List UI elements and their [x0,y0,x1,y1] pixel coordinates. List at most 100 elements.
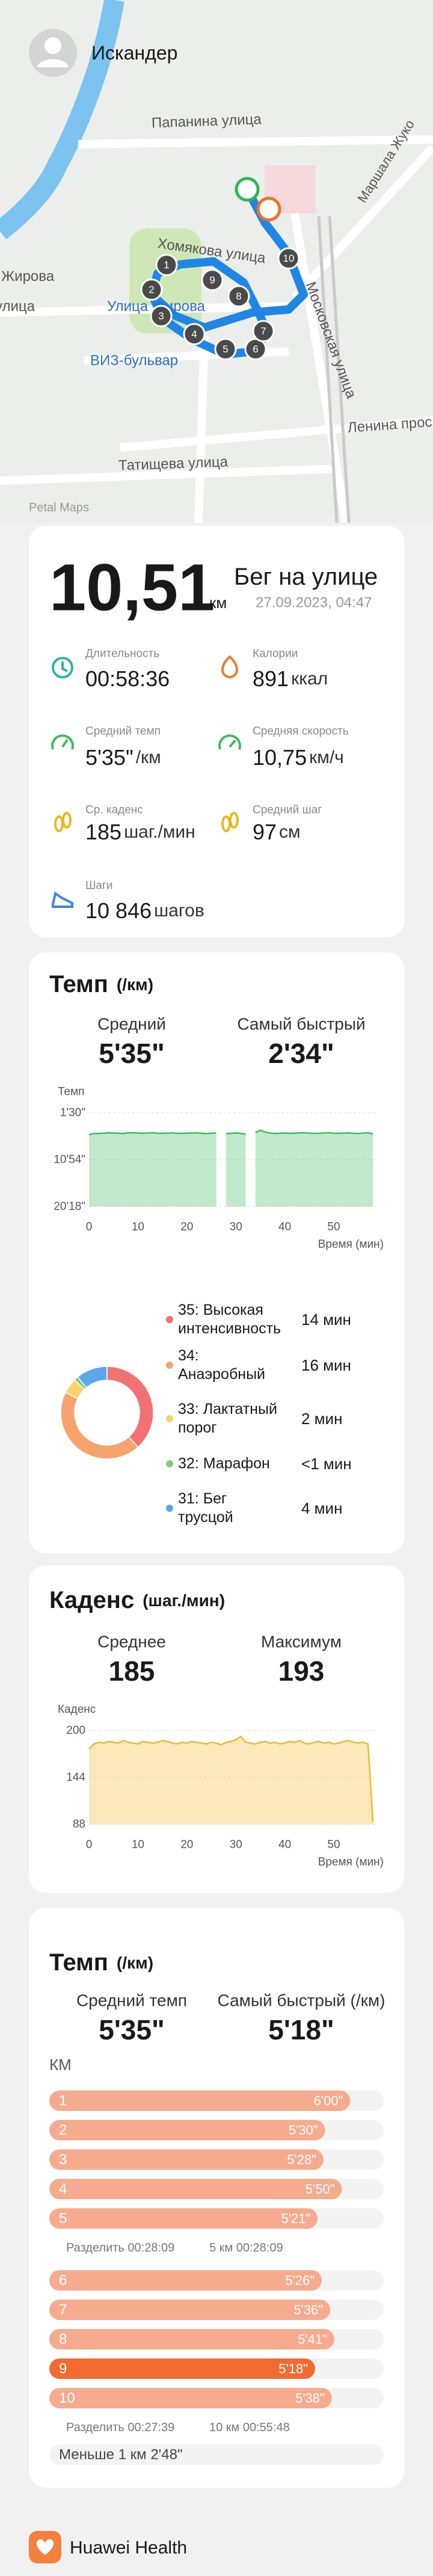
title-unit: (шаг./мин) [143,1591,225,1610]
pace-panel: Темп (/км) Средний 5'35" Самый быстрый 2'34"… [49,971,384,1517]
street-label: Жирова [1,269,55,285]
remainder-pill [49,2444,384,2465]
area-fill [89,1736,373,1824]
x-tick-label: 30 [230,1221,242,1234]
summary-label: Самый быстрый (/км) [218,1991,385,2010]
unit: ккал [291,669,328,689]
split-label: Разделить 00:27:39 [66,2421,174,2434]
pace-label: 5'21" [281,2211,310,2226]
avatar-head [45,37,61,54]
splits-panel: Темп (/км) КМ Средний темп 5'35" Самый быст… [49,1949,385,2465]
stat-value: 97 см [253,820,301,844]
y-axis-label: Темп [58,1086,84,1098]
route-marker-label: 1 [164,260,169,271]
x-tick-label: 30 [230,1839,242,1851]
bar [49,2388,332,2408]
route-marker-label: 10 [283,253,295,264]
y-axis-label: Каденс [58,1704,96,1716]
route-marker-label: 5 [223,344,228,355]
legend-label: 33: Лактатный порог [178,1401,277,1436]
km-label: 9 [59,2361,67,2377]
street-label: ВИЗ-бульвар [90,353,178,369]
unit: шагов [154,901,204,921]
km-label: 4 [59,2181,67,2197]
cadence-panel: Каденс (шаг./мин) Среднее 185 Максимум 193 Ка… [49,1587,384,1869]
bar [49,2149,324,2170]
donut-segment [106,1366,154,1448]
user-name: Искандер [91,42,177,64]
summary-label: Средний [97,1015,166,1034]
summary-card: 10,51 км Бег на улице 27.09.2023, 04:47 … [29,526,404,937]
map: Искандер Petal Maps Папанина улицаХомяко… [0,0,433,523]
title-unit: (/км) [117,1953,153,1972]
legend-label: 34: Анаэробный [178,1347,266,1383]
rail [317,216,351,523]
legend-value: <1 мин [301,1455,352,1473]
y-tick-label: 200 [66,1725,85,1737]
stat-value: 10 846 шагов [85,898,204,923]
stat-label: Калории [253,648,298,660]
stat-icons [51,655,241,908]
x-tick-label: 20 [180,1221,193,1234]
summary: 10,51 км Бег на улице 27.09.2023, 04:47 … [49,551,378,923]
x-tick-label: 0 [86,1839,93,1851]
x-axis-label: Время (мин) [318,1238,384,1251]
stat-value: 185 шаг./мин [85,820,195,844]
summary-value: 2'34" [268,1038,334,1069]
pace-card: Темп (/км) Средний 5'35" Самый быстрый 2'34"… [29,952,404,1553]
y-tick-label: 1'30" [60,1107,85,1119]
cadence-card: Каденс (шаг./мин) Среднее 185 Максимум 193 Ка… [29,1565,404,1893]
legend-value: 14 мин [301,1311,351,1329]
route-marker-label: 8 [236,291,241,302]
stat-label: Шаги [85,880,113,892]
route-marker [277,247,300,270]
x-tick-label: 50 [327,1839,340,1851]
footer: Huawei Health [29,2531,187,2563]
km-label: 8 [59,2331,67,2348]
distance-unit: км [209,594,227,612]
route-marker [155,254,178,276]
splits-title: Темп (/км) [49,1949,153,1976]
y-tick-label: 20'18" [54,1201,85,1213]
legend-value: 4 мин [301,1499,342,1517]
pace-label: 5'30" [289,2123,318,2138]
value: 185 [85,820,121,844]
route-marker-label: 4 [191,329,197,340]
x-tick-label: 20 [180,1839,193,1851]
route-marker [183,323,206,346]
stat-value: 00:58:36 [85,666,170,691]
river [0,0,124,240]
bar [49,2270,322,2291]
km-label: 5 [59,2211,67,2227]
summary-value: 5'35" [99,2014,165,2045]
activity: Бег на улице [234,564,378,590]
legend-label: 35: Высокая интенсивность [178,1302,281,1337]
pace-label: 5'41" [298,2332,327,2347]
y-tick-label: 144 [66,1771,85,1784]
x-tick-label: 10 [132,1839,144,1851]
legend-dot [166,1362,173,1369]
y-tick-label: 10'54" [54,1154,85,1166]
line [88,1735,374,1823]
avatar-body [37,59,69,67]
km-label: 2 [59,2122,67,2139]
bar [49,2300,331,2320]
legend-label: 31: Бег трусцой [178,1490,233,1526]
title: Каденс [49,1587,134,1613]
bar [49,2208,318,2229]
split-total: 10 км 00:55:48 [209,2421,290,2434]
route-marker [140,278,163,301]
bar [49,2090,351,2111]
pace-label: 5'50" [306,2182,335,2197]
km-label: 10 [59,2390,75,2407]
route-marker [201,269,224,291]
x-axis-label: Время (мин) [318,1856,384,1869]
route-marker [150,305,173,327]
unit: см [279,822,301,842]
unit: шаг./мин [124,822,195,842]
area-fill [89,1130,373,1207]
pace-label: 5'36" [293,2303,323,2318]
unit: /км [136,748,161,767]
street-label: Папанина улица [152,111,262,131]
datetime: 27.09.2023, 04:47 [256,595,372,611]
